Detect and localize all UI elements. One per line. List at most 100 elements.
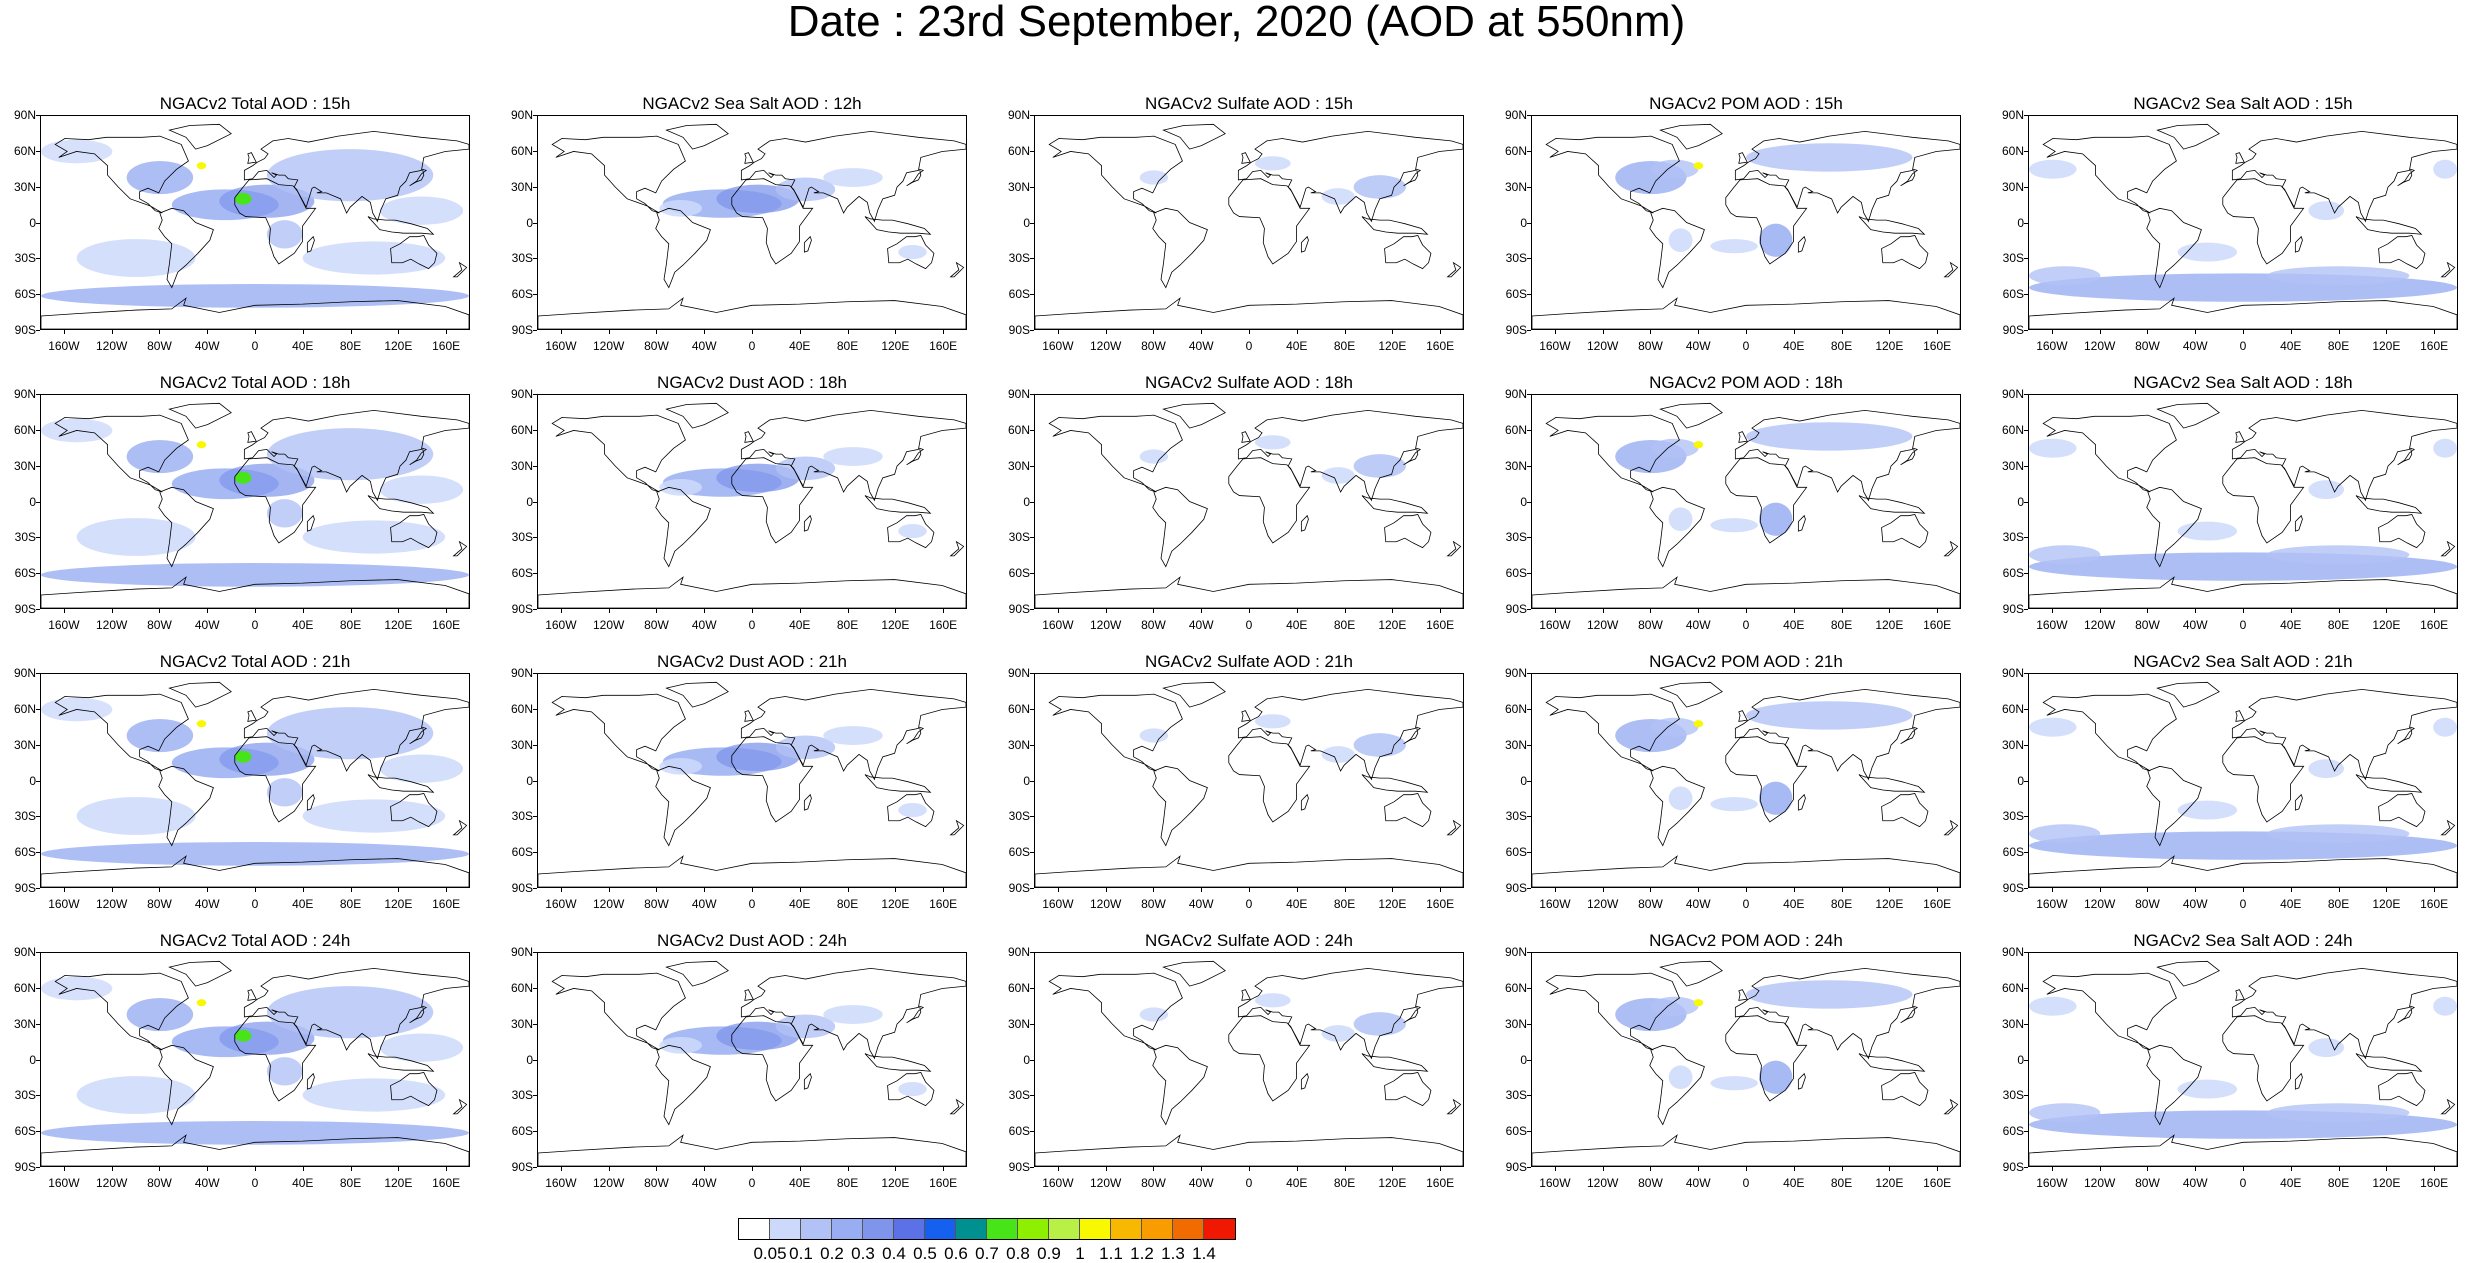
coastline (2042, 972, 2177, 1051)
map-frame (1034, 115, 1464, 330)
lon-tick (895, 1167, 897, 1171)
lon-tick-label: 0 (748, 1176, 756, 1190)
lon-tick-label: 120W (1586, 897, 1619, 911)
lon-tick (943, 330, 945, 334)
lat-tick (2024, 501, 2028, 503)
lon-tick (1746, 1167, 1747, 1171)
lon-tick-label: 80E (1333, 1176, 1356, 1190)
lon-tick-label: 40W (691, 339, 717, 353)
lon-tick-label: 80E (836, 618, 859, 632)
aod-field (2433, 159, 2457, 179)
lat-tick-label: 0 (29, 1052, 36, 1067)
colorbar-swatch (987, 1219, 1018, 1239)
lat-tick-label: 60S (1505, 566, 1527, 581)
lat-tick (2024, 186, 2028, 188)
lon-tick-label: 120E (2372, 897, 2401, 911)
coastline (1545, 972, 1680, 1051)
lat-tick-label: 0 (526, 215, 533, 230)
coastline (390, 514, 438, 549)
coastline (1300, 514, 1309, 532)
aod-field (1668, 1065, 1693, 1090)
lon-tick (1793, 609, 1795, 613)
lat-tick-label: 30S (2002, 251, 2024, 266)
lon-tick (1650, 888, 1652, 892)
coastline (243, 409, 469, 502)
coastline (538, 1134, 966, 1166)
lat-tick (1030, 294, 1034, 296)
lon-tick (1201, 330, 1203, 334)
lon-tick-label: 80E (836, 897, 859, 911)
lat-tick-label: 30N (1504, 179, 1527, 194)
colorbar-swatch (863, 1219, 894, 1239)
coastline (1858, 495, 1926, 514)
lon-tick-label: 40E (1286, 1176, 1308, 1190)
coastline (2222, 178, 2305, 265)
lon-tick-label: 120E (384, 618, 413, 632)
lon-tick (2290, 609, 2292, 613)
lat-tick-label: 60S (511, 845, 533, 860)
coastline (452, 540, 468, 557)
coastline (390, 1072, 438, 1107)
lon-tick (752, 609, 753, 613)
lat-tick-label: 30S (2002, 1088, 2024, 1103)
lon-tick-label: 80E (2327, 1176, 2350, 1190)
colorbar-swatch (894, 1219, 925, 1239)
aod-map (41, 123, 469, 329)
lat-tick-label: 60N (1504, 980, 1527, 995)
lon-tick (63, 330, 65, 334)
lat-tick-label: 0 (2017, 494, 2024, 509)
lat-tick-label: 30S (14, 251, 36, 266)
lat-tick-label: 90S (1505, 602, 1527, 616)
lon-tick-label: 160E (2420, 897, 2449, 911)
lon-tick-label: 40W (691, 897, 717, 911)
lon-tick-label: 40E (2280, 897, 2302, 911)
coastline (1532, 297, 1960, 329)
lat-tick (1527, 1059, 1531, 1061)
lon-tick (656, 330, 658, 334)
aod-field (1710, 239, 1758, 254)
coastline (2231, 130, 2457, 223)
lon-tick (1153, 888, 1155, 892)
aod-field (2029, 159, 2077, 179)
lat-tick (36, 780, 40, 782)
lat-tick-label: 60S (2002, 287, 2024, 302)
coastline (1900, 447, 1919, 466)
aod-field (302, 520, 446, 554)
coastline (2235, 152, 2245, 164)
aod-field (302, 799, 446, 833)
coastline (2440, 540, 2456, 557)
lat-tick-label: 30S (1505, 251, 1527, 266)
coastline (1649, 765, 1705, 847)
lat-tick (1030, 816, 1034, 818)
lon-tick-label: 160E (2420, 1176, 2449, 1190)
map-frame (40, 673, 470, 888)
lon-tick-label: 80E (836, 339, 859, 353)
coastline (2440, 1098, 2456, 1115)
lat-tick-label: 30N (1007, 1016, 1030, 1031)
coastline (655, 207, 711, 289)
coastline (1858, 216, 1926, 235)
map-frame (2028, 115, 2458, 330)
lat-tick (533, 852, 537, 854)
aod-map (1035, 402, 1463, 608)
map-panel: NGACv2 Sulfate AOD : 24h 90N 60N 30N 0 30S 60S… (994, 931, 1464, 1201)
lat-tick (1527, 1131, 1531, 1133)
aod-field (302, 241, 446, 275)
coastline (803, 793, 812, 811)
coastline (1035, 1134, 1463, 1166)
lon-tick (1201, 609, 1203, 613)
coastline (54, 135, 189, 214)
lat-tick-label: 60S (1008, 1124, 1030, 1139)
lon-tick (2195, 609, 2197, 613)
coastline (2235, 431, 2245, 443)
lon-tick (1746, 888, 1747, 892)
lon-tick (704, 609, 706, 613)
map-frame (1034, 952, 1464, 1167)
coastline (54, 693, 189, 772)
colorbar-label: 0.4 (882, 1244, 906, 1263)
lon-tick-label: 160E (1426, 339, 1455, 353)
lon-tick-label: 80E (2327, 897, 2350, 911)
lat-tick (1030, 465, 1034, 467)
lat-tick-label: 0 (2017, 1052, 2024, 1067)
lat-tick-label: 30N (13, 179, 36, 194)
